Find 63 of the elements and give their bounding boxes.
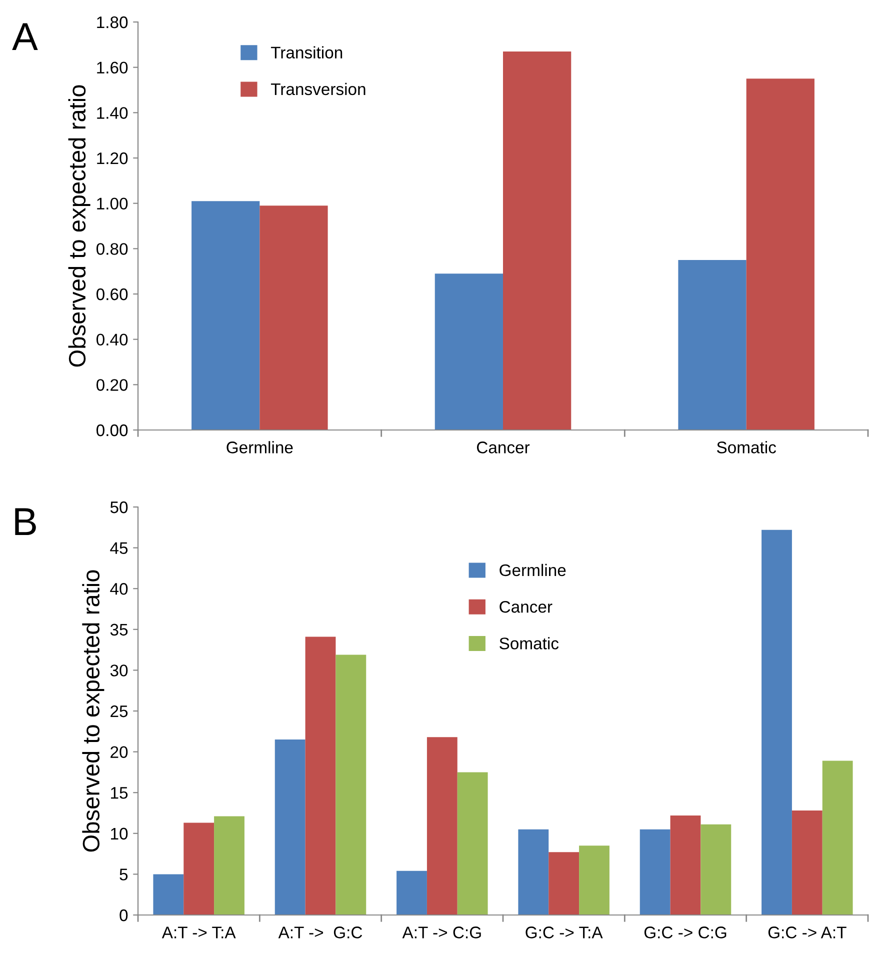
x-tick-label: A:T -> C:G <box>402 926 481 938</box>
text: A <box>12 23 38 50</box>
x-tick-label: G:C -> C:G <box>644 926 726 938</box>
legend-label: Cancer <box>500 600 552 613</box>
bar <box>762 530 792 915</box>
x-tick-label: Somatic <box>716 441 776 454</box>
y-tick-label: 35 <box>110 624 128 636</box>
y-tick-label: 0.80 <box>96 243 128 255</box>
y-tick-label: 45 <box>110 542 128 554</box>
bar <box>678 260 746 430</box>
bar <box>396 870 427 915</box>
y-tick-label: 1.40 <box>97 107 128 119</box>
x-tick-label: A:T -> T:A <box>162 926 236 938</box>
y-tick-label: 1.80 <box>97 16 128 28</box>
y-tick-label: 20 <box>110 746 128 758</box>
bar <box>434 274 503 430</box>
bar <box>640 829 670 915</box>
y-tick-label: 50 <box>110 501 128 514</box>
bar <box>822 760 853 915</box>
y-tick-label: 1.00 <box>97 198 128 210</box>
y-axis-title: Observed to expected ratio <box>68 85 90 367</box>
x-tick-label: A:T -> G:C <box>278 926 362 938</box>
y-tick-label: 40 <box>110 583 128 595</box>
legend-label: Transversion <box>270 82 366 96</box>
x-tick-label: G:C -> T:A <box>526 926 603 938</box>
y-tick-label: 0.00 <box>96 424 128 436</box>
y-tick-label: 1.20 <box>97 152 128 164</box>
y-tick-label: 15 <box>111 787 128 799</box>
y-tick-label: 0.40 <box>96 334 128 346</box>
x-tick-label: Cancer <box>476 442 530 454</box>
bar <box>192 201 260 430</box>
bar <box>336 654 366 915</box>
bar <box>214 816 244 915</box>
y-tick-label: 1.60 <box>97 62 128 74</box>
y-tick-label: 25 <box>110 705 128 718</box>
y-tick-label: 30 <box>110 664 128 676</box>
bar <box>700 824 732 915</box>
bar <box>305 636 336 915</box>
y-tick-label: 10 <box>111 828 128 840</box>
y-axis-title: Observed to expected ratio <box>82 570 104 852</box>
bar <box>426 737 458 915</box>
bar <box>153 874 184 915</box>
bar <box>457 772 488 915</box>
y-tick-label: 0 <box>120 909 128 922</box>
legend-label: Germline <box>500 564 566 576</box>
y-tick-label: 0.20 <box>96 379 128 391</box>
legend-label: Somatic <box>500 637 559 650</box>
bar <box>518 829 549 915</box>
y-tick-label: 5 <box>120 868 128 880</box>
bar <box>579 846 610 915</box>
bar <box>274 740 306 915</box>
y-tick-label: 0.60 <box>96 288 128 300</box>
x-tick-label: G:C -> A:T <box>768 926 846 938</box>
legend-label: Transition <box>270 46 342 58</box>
bar <box>548 852 580 915</box>
bar <box>792 810 822 915</box>
bar <box>503 51 572 430</box>
text: B <box>15 508 36 536</box>
bar <box>184 822 214 915</box>
x-tick-label: Germline <box>226 441 293 454</box>
bar <box>670 815 701 915</box>
bar <box>260 206 328 430</box>
bar <box>746 78 814 430</box>
